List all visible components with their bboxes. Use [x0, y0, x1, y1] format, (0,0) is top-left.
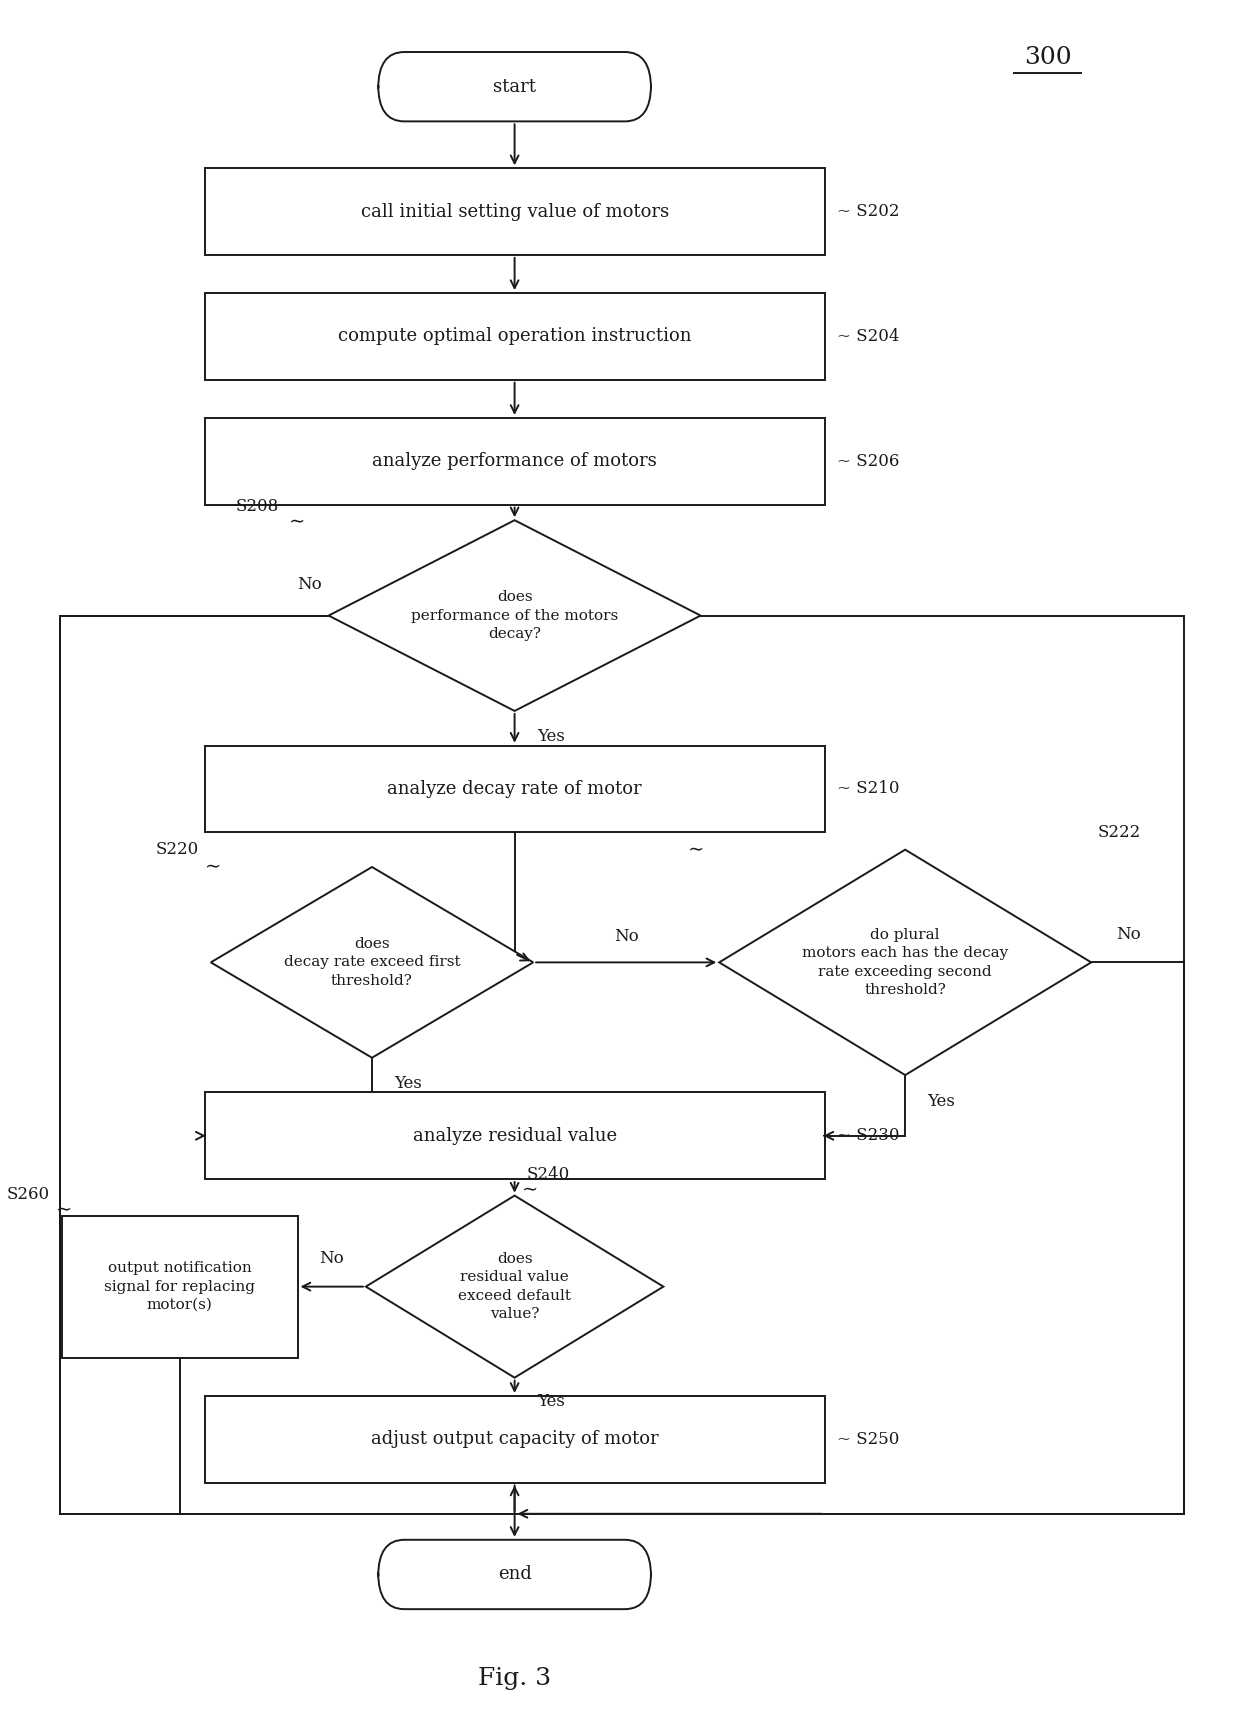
- Bar: [62, 1216, 298, 1358]
- Text: S220: S220: [155, 841, 198, 858]
- Text: ~ S204: ~ S204: [837, 328, 899, 345]
- Text: output notification
signal for replacing
motor(s): output notification signal for replacing…: [104, 1261, 255, 1313]
- FancyBboxPatch shape: [378, 1540, 651, 1609]
- Text: Yes: Yes: [928, 1092, 955, 1110]
- Text: No: No: [614, 928, 639, 945]
- Text: Yes: Yes: [537, 1394, 564, 1410]
- Text: ~ S210: ~ S210: [837, 780, 899, 798]
- Text: ∼: ∼: [688, 841, 704, 858]
- Text: ∼: ∼: [289, 513, 305, 531]
- Text: analyze decay rate of motor: analyze decay rate of motor: [387, 780, 642, 798]
- Text: ~ S250: ~ S250: [837, 1431, 899, 1448]
- Bar: [205, 1396, 825, 1483]
- Bar: [205, 418, 825, 505]
- Text: end: end: [497, 1566, 532, 1583]
- Text: start: start: [494, 78, 536, 95]
- Polygon shape: [211, 867, 533, 1058]
- Text: ~ S206: ~ S206: [837, 453, 899, 470]
- Bar: [205, 1092, 825, 1179]
- Text: S260: S260: [6, 1186, 50, 1203]
- Bar: [60, 616, 1184, 1514]
- Text: ∼: ∼: [522, 1183, 538, 1200]
- Text: adjust output capacity of motor: adjust output capacity of motor: [371, 1431, 658, 1448]
- Bar: [205, 746, 825, 832]
- Text: ~ S230: ~ S230: [837, 1127, 899, 1144]
- Text: Fig. 3: Fig. 3: [479, 1666, 551, 1691]
- Polygon shape: [329, 520, 701, 711]
- Text: No: No: [320, 1250, 343, 1268]
- Text: call initial setting value of motors: call initial setting value of motors: [361, 203, 668, 220]
- Text: ∼: ∼: [205, 858, 221, 876]
- Text: S240: S240: [527, 1167, 570, 1183]
- Text: does
decay rate exceed first
threshold?: does decay rate exceed first threshold?: [284, 936, 460, 988]
- FancyBboxPatch shape: [378, 52, 651, 121]
- Text: does
residual value
exceed default
value?: does residual value exceed default value…: [458, 1252, 572, 1321]
- Text: analyze residual value: analyze residual value: [413, 1127, 616, 1144]
- Text: No: No: [298, 576, 322, 593]
- Bar: [205, 293, 825, 380]
- Text: do plural
motors each has the decay
rate exceeding second
threshold?: do plural motors each has the decay rate…: [802, 928, 1008, 997]
- Polygon shape: [366, 1196, 663, 1377]
- Bar: [205, 168, 825, 255]
- Text: does
performance of the motors
decay?: does performance of the motors decay?: [410, 590, 619, 642]
- Polygon shape: [719, 850, 1091, 1075]
- Text: ~ S202: ~ S202: [837, 203, 899, 220]
- Text: analyze performance of motors: analyze performance of motors: [372, 453, 657, 470]
- Text: S222: S222: [1097, 824, 1141, 841]
- Text: S208: S208: [236, 498, 279, 515]
- Text: Yes: Yes: [394, 1075, 422, 1092]
- Text: 300: 300: [1024, 47, 1071, 69]
- Text: compute optimal operation instruction: compute optimal operation instruction: [337, 328, 692, 345]
- Text: No: No: [1116, 926, 1141, 943]
- Text: Yes: Yes: [537, 728, 564, 746]
- Text: ∼: ∼: [56, 1202, 72, 1219]
